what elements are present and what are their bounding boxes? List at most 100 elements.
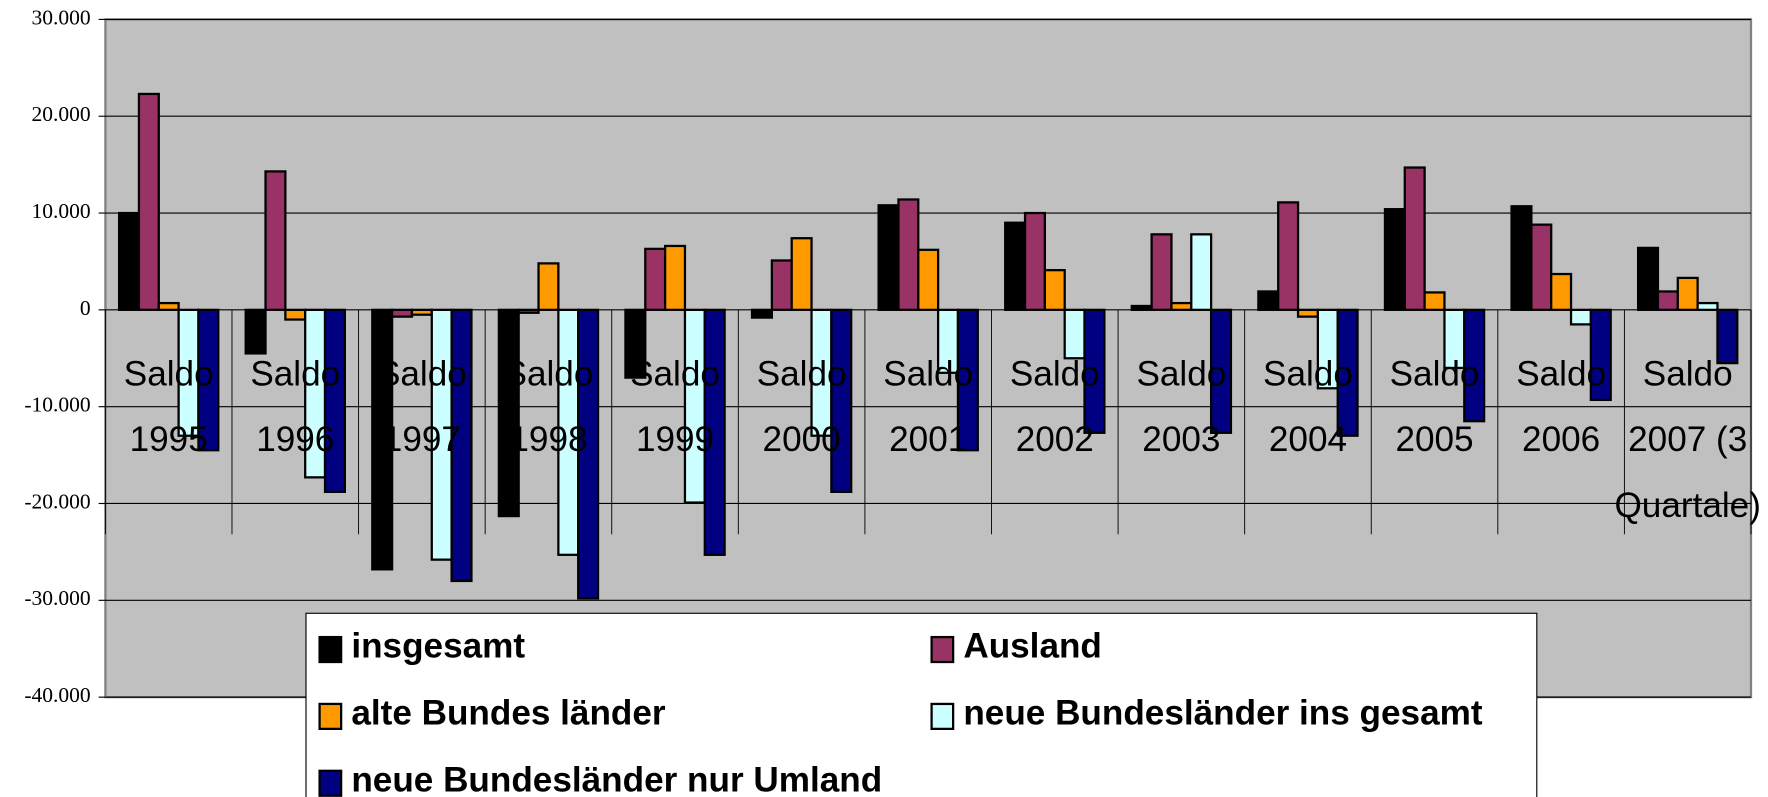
legend bbox=[305, 612, 1538, 797]
bar bbox=[1023, 211, 1047, 311]
x-tick-label-line: Saldo bbox=[1643, 354, 1733, 393]
bar bbox=[1383, 208, 1406, 311]
x-tick-label-line: 1995 bbox=[130, 420, 208, 459]
x-tick-label: Saldo 2000 bbox=[757, 354, 847, 459]
x-tick-label-line: 2001 bbox=[889, 420, 967, 459]
x-tick-label-line: 1997 bbox=[383, 420, 461, 459]
bar bbox=[897, 198, 920, 311]
bar bbox=[1696, 301, 1719, 311]
x-tick-label-line: 2007 (3 bbox=[1628, 420, 1747, 459]
bar bbox=[1569, 308, 1593, 326]
bar bbox=[1083, 308, 1106, 434]
y-tick-label: -40.000 bbox=[24, 683, 90, 707]
bar bbox=[750, 308, 773, 319]
bar bbox=[197, 308, 220, 452]
x-tick-label-line: 1999 bbox=[636, 420, 714, 459]
x-tick-label-line: Saldo bbox=[124, 354, 214, 393]
bar bbox=[390, 308, 414, 318]
x-tick-label-line: 2004 bbox=[1269, 420, 1347, 459]
bar bbox=[1257, 290, 1280, 311]
bar bbox=[1403, 166, 1426, 311]
bar bbox=[450, 308, 473, 583]
x-tick-label: Saldo 1995 bbox=[124, 354, 214, 459]
bar bbox=[1716, 308, 1739, 365]
x-tick-label-line: Saldo bbox=[250, 354, 340, 393]
bar bbox=[770, 259, 793, 311]
bar bbox=[284, 308, 307, 321]
bar bbox=[1676, 276, 1699, 311]
bar bbox=[537, 262, 560, 311]
bar bbox=[1150, 233, 1173, 311]
bar bbox=[1209, 308, 1233, 434]
x-tick-label-line: 2002 bbox=[1016, 420, 1094, 459]
bar bbox=[577, 308, 600, 600]
x-tick-label-line: Quartale) bbox=[1614, 486, 1760, 525]
bar bbox=[1170, 301, 1193, 311]
y-tick-label: 30.000 bbox=[31, 5, 90, 29]
x-tick-label: Saldo 2003 bbox=[1136, 354, 1226, 459]
bar bbox=[1190, 233, 1213, 311]
bar bbox=[1004, 221, 1027, 311]
legend-swatch bbox=[930, 702, 955, 730]
bar bbox=[917, 248, 940, 311]
x-tick-label-line: 2006 bbox=[1522, 420, 1600, 459]
bar bbox=[157, 301, 180, 311]
y-tick-label: -20.000 bbox=[24, 489, 90, 513]
x-tick-label-line: Saldo bbox=[1263, 354, 1353, 393]
x-tick-label-line: Saldo bbox=[504, 354, 594, 393]
bar bbox=[1130, 304, 1153, 311]
bar bbox=[1530, 223, 1553, 311]
bar bbox=[1336, 308, 1359, 437]
x-tick-label-line: 1998 bbox=[509, 420, 587, 459]
legend-swatch bbox=[318, 702, 343, 730]
bar bbox=[244, 308, 267, 355]
x-tick-label-line: Saldo bbox=[1136, 354, 1226, 393]
bar bbox=[663, 244, 687, 311]
x-tick-label-line: Saldo bbox=[1010, 354, 1100, 393]
y-tick-label: 20.000 bbox=[31, 102, 90, 126]
bar bbox=[497, 308, 520, 518]
x-tick-label: Saldo 1996 bbox=[250, 354, 340, 459]
x-tick-label-line: 2000 bbox=[763, 420, 841, 459]
bar bbox=[264, 170, 287, 311]
x-tick-label-line: Saldo bbox=[630, 354, 720, 393]
legend-label: Ausland bbox=[963, 627, 1102, 666]
x-tick-label: Saldo 2007 (3 Quartale) bbox=[1614, 354, 1760, 524]
x-tick-label: Saldo 1998 bbox=[504, 354, 594, 459]
bar bbox=[644, 247, 667, 311]
x-tick-label: Saldo 2001 bbox=[883, 354, 973, 459]
y-tick-label: 0 bbox=[80, 296, 91, 320]
x-tick-label-line: 2005 bbox=[1395, 420, 1473, 459]
legend-label: neue Bundesländer ins gesamt bbox=[963, 694, 1483, 733]
x-tick-label: Saldo 2005 bbox=[1390, 354, 1480, 459]
x-tick-label: Saldo 1997 bbox=[377, 354, 467, 459]
legend-swatch bbox=[318, 635, 343, 664]
x-tick-label-line: Saldo bbox=[1516, 354, 1606, 393]
bar bbox=[1463, 308, 1486, 423]
bar bbox=[624, 308, 647, 379]
bar bbox=[683, 308, 706, 504]
bar bbox=[1636, 246, 1660, 311]
bar bbox=[1589, 308, 1612, 402]
x-tick-label-line: Saldo bbox=[757, 354, 847, 393]
y-tick-label: 10.000 bbox=[31, 199, 90, 223]
x-tick-label-line: Saldo bbox=[883, 354, 973, 393]
x-tick-label-line: 1996 bbox=[256, 420, 334, 459]
bar bbox=[117, 211, 141, 311]
bar bbox=[703, 308, 726, 556]
y-tick-label: -30.000 bbox=[24, 586, 90, 610]
bar bbox=[371, 308, 394, 571]
bar bbox=[1656, 290, 1679, 311]
bar bbox=[1510, 205, 1533, 311]
legend-label: neue Bundesländer nur Umland bbox=[351, 760, 882, 797]
x-tick-label: Saldo 2004 bbox=[1263, 354, 1353, 459]
legend-label: insgesamt bbox=[351, 627, 525, 666]
x-tick-label-line: Saldo bbox=[377, 354, 467, 393]
bar bbox=[956, 308, 979, 452]
x-tick-label-line: 2003 bbox=[1142, 420, 1220, 459]
legend-label: alte Bundes länder bbox=[351, 694, 666, 733]
bar bbox=[1550, 272, 1573, 311]
bar bbox=[323, 308, 346, 494]
